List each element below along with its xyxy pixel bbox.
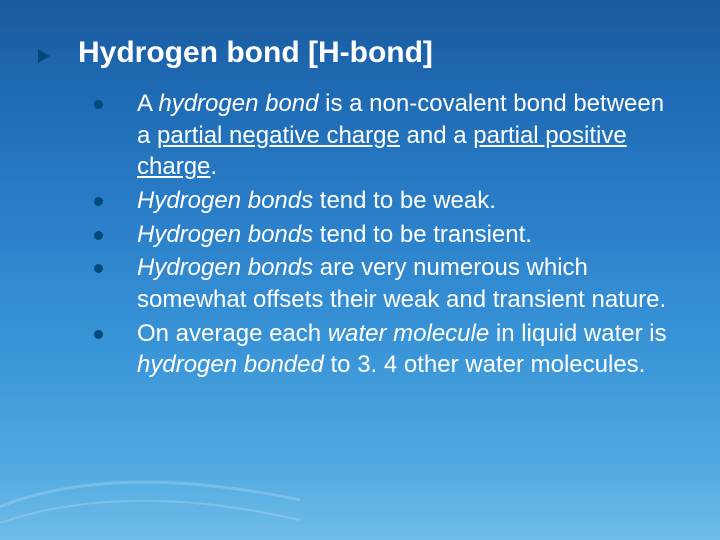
dot-bullet-icon	[94, 100, 103, 109]
decorative-swoosh-icon	[0, 440, 300, 540]
slide-title-row: Hydrogen bond [H-bond]	[38, 36, 686, 70]
dot-bullet-icon	[94, 264, 103, 273]
list-item-text: Hydrogen bonds are very numerous which s…	[137, 252, 676, 315]
list-item: Hydrogen bonds tend to be transient.	[94, 219, 676, 251]
dot-bullet-icon	[94, 330, 103, 339]
dot-bullet-icon	[94, 197, 103, 206]
bullet-list: A hydrogen bond is a non-covalent bond b…	[94, 88, 676, 381]
list-item: Hydrogen bonds are very numerous which s…	[94, 252, 676, 315]
slide-title: Hydrogen bond [H-bond]	[78, 36, 433, 70]
list-item: Hydrogen bonds tend to be weak.	[94, 185, 676, 217]
list-item-text: Hydrogen bonds tend to be transient.	[137, 219, 532, 251]
dot-bullet-icon	[94, 231, 103, 240]
arrow-bullet-icon	[38, 49, 50, 63]
list-item-text: A hydrogen bond is a non-covalent bond b…	[137, 88, 676, 183]
list-item: A hydrogen bond is a non-covalent bond b…	[94, 88, 676, 183]
list-item-text: Hydrogen bonds tend to be weak.	[137, 185, 496, 217]
list-item-text: On average each water molecule in liquid…	[137, 318, 676, 381]
list-item: On average each water molecule in liquid…	[94, 318, 676, 381]
